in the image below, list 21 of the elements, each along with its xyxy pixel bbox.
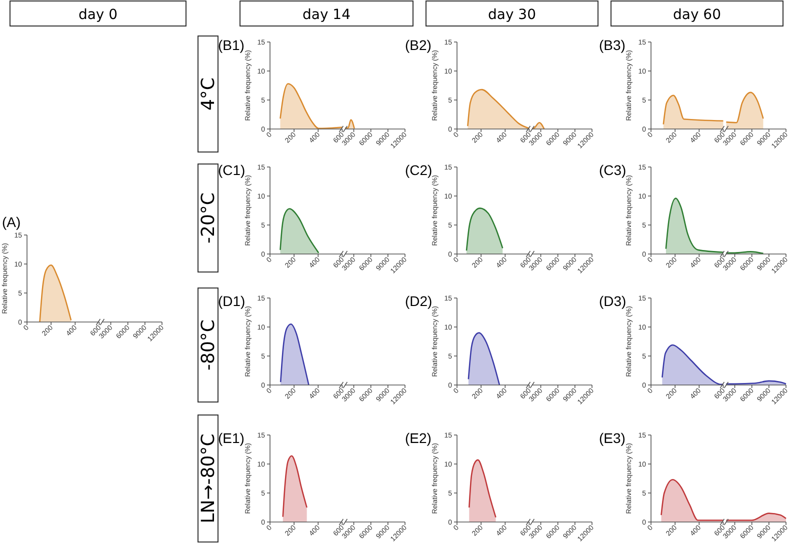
text: day 30 (488, 7, 536, 23)
text: day 60 (672, 7, 722, 23)
chart-title: (D2) (405, 293, 432, 309)
chart-title: (C2) (405, 162, 432, 178)
chart-title: (E2) (405, 430, 432, 446)
chart-title: (A) (2, 214, 21, 230)
chart-title: (B2) (405, 37, 432, 53)
text: day 14 (302, 7, 351, 23)
text: 4°C (198, 77, 219, 111)
text: LN→-80°C (198, 434, 219, 524)
chart-title: (D3) (599, 293, 626, 309)
chart-title: (B1) (218, 37, 244, 53)
chart-title: (C3) (599, 162, 626, 178)
text: -20°C (198, 192, 219, 244)
text: day 0 (78, 7, 118, 23)
chart-title: (B3) (599, 37, 626, 53)
chart-title: (D1) (218, 293, 246, 309)
chart-title: (E1) (218, 430, 244, 446)
chart-title: (E3) (599, 430, 626, 446)
chart-title: (C1) (218, 162, 246, 178)
text: -80°C (198, 320, 219, 370)
